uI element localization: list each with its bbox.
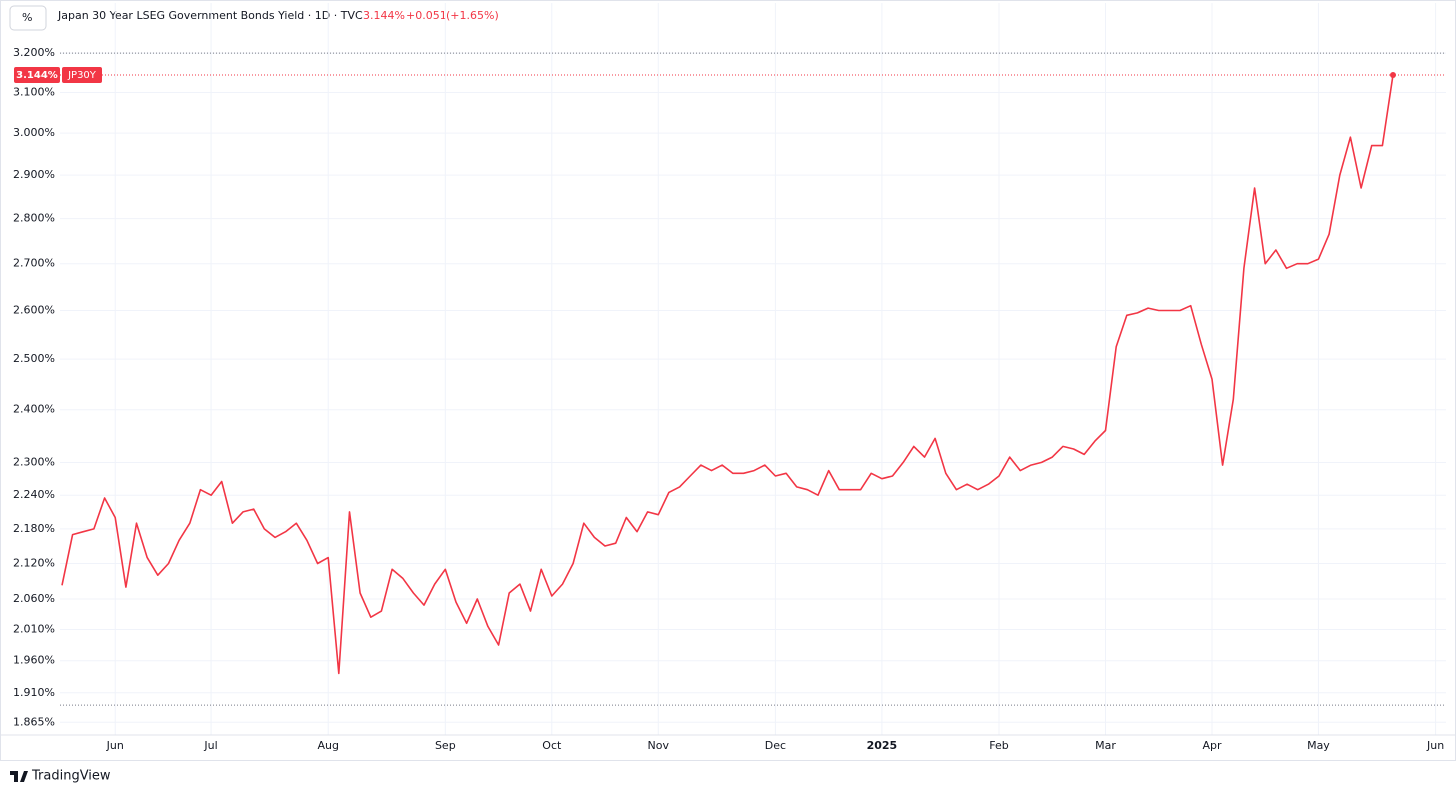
symbol-tag-label: JP30Y — [67, 70, 97, 81]
brand-name[interactable]: TradingView — [31, 769, 111, 784]
price-tag-label: 3.144% — [16, 70, 58, 81]
y-tick-label: 2.500% — [13, 352, 55, 365]
unit-button-label[interactable]: % — [22, 11, 32, 24]
x-tick-label: Dec — [765, 739, 786, 752]
x-tick-label: Jun — [106, 739, 124, 752]
y-tick-label: 2.120% — [13, 556, 55, 569]
x-tick-label: Nov — [648, 739, 670, 752]
x-tick-label: Jul — [203, 739, 217, 752]
x-tick-label: Mar — [1095, 739, 1116, 752]
y-tick-label: 2.400% — [13, 403, 55, 416]
x-tick-label: Apr — [1202, 739, 1222, 752]
last-point — [1390, 71, 1396, 78]
x-tick-label: Oct — [542, 739, 562, 752]
price-change-pct: (+1.65%) — [446, 9, 499, 22]
y-tick-label: 3.000% — [13, 126, 55, 139]
y-tick-label: 2.600% — [13, 303, 55, 316]
x-tick-label: Sep — [435, 739, 456, 752]
y-tick-label: 3.100% — [13, 85, 55, 98]
symbol-tag — [62, 66, 102, 83]
y-tick-label: 2.800% — [13, 212, 55, 225]
y-tick-label: 2.180% — [13, 522, 55, 535]
y-tick-label: 2.010% — [13, 623, 55, 636]
brand-logo-shape — [10, 771, 28, 782]
y-tick-label: 1.865% — [13, 715, 55, 728]
symbol-title: Japan 30 Year LSEG Government Bonds Yiel… — [57, 9, 363, 22]
y-tick-label: 2.060% — [13, 592, 55, 605]
last-price: 3.144% — [363, 9, 405, 22]
brand-logo — [10, 771, 28, 782]
x-tick-label: Feb — [989, 739, 1008, 752]
price-line — [61, 74, 1394, 675]
y-tick-label: 1.910% — [13, 686, 55, 699]
x-tick-label: 2025 — [867, 739, 898, 752]
y-tick-label: 2.240% — [13, 488, 55, 501]
y-tick-label: 2.300% — [13, 455, 55, 468]
y-tick-label: 2.700% — [13, 257, 55, 270]
chart-frame — [0, 0, 1456, 761]
x-tick-label: May — [1307, 739, 1330, 752]
price-tag — [14, 66, 60, 83]
x-tick-label: Jun — [1426, 739, 1444, 752]
price-change: +0.051 — [406, 9, 447, 22]
y-tick-label: 2.900% — [13, 168, 55, 181]
y-tick-label: 1.960% — [13, 654, 55, 667]
y-tick-label: 3.200% — [13, 46, 55, 59]
unit-button[interactable] — [9, 5, 47, 31]
x-tick-label: Aug — [317, 739, 338, 752]
